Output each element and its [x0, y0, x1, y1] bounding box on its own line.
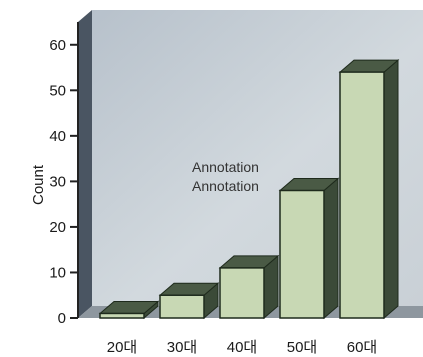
x-tick-label: 30대: [167, 339, 198, 356]
y-ticks: 0 10 20 30 40 50 60: [49, 37, 78, 327]
x-tick-label: 50대: [287, 339, 318, 356]
annotation-1: Annotation: [192, 159, 259, 175]
bar-side: [323, 177, 339, 320]
y-tick-label: 10: [49, 264, 66, 281]
bar-front: [99, 312, 145, 319]
y-tick-label: 20: [49, 219, 66, 236]
y-tick-label: 50: [49, 82, 66, 99]
x-tick-label: 20대: [107, 339, 138, 356]
bar-2: [158, 282, 220, 320]
y-tick-label: 30: [49, 173, 66, 190]
bars: [98, 59, 400, 320]
bar-5: [338, 59, 400, 320]
annotation-2: Annotation: [192, 178, 259, 194]
x-tick-label: 40대: [227, 339, 258, 356]
bar-front: [339, 71, 385, 319]
bar-front: [279, 189, 325, 319]
y-tick-label: 0: [58, 310, 66, 327]
bar-4: [278, 177, 340, 320]
bar-3: [218, 254, 280, 320]
bar-front: [219, 267, 265, 319]
plot-left-wall: [78, 10, 92, 318]
x-tick-label: 60대: [347, 339, 378, 356]
y-tick-label: 40: [49, 128, 66, 145]
bar-1: [98, 300, 160, 320]
bar-front: [159, 294, 205, 319]
x-tick-labels: 20대 30대 40대 50대 60대: [107, 339, 378, 356]
y-tick-label: 60: [49, 37, 66, 54]
bar-side: [383, 59, 399, 320]
y-axis-title: Count: [30, 164, 47, 205]
